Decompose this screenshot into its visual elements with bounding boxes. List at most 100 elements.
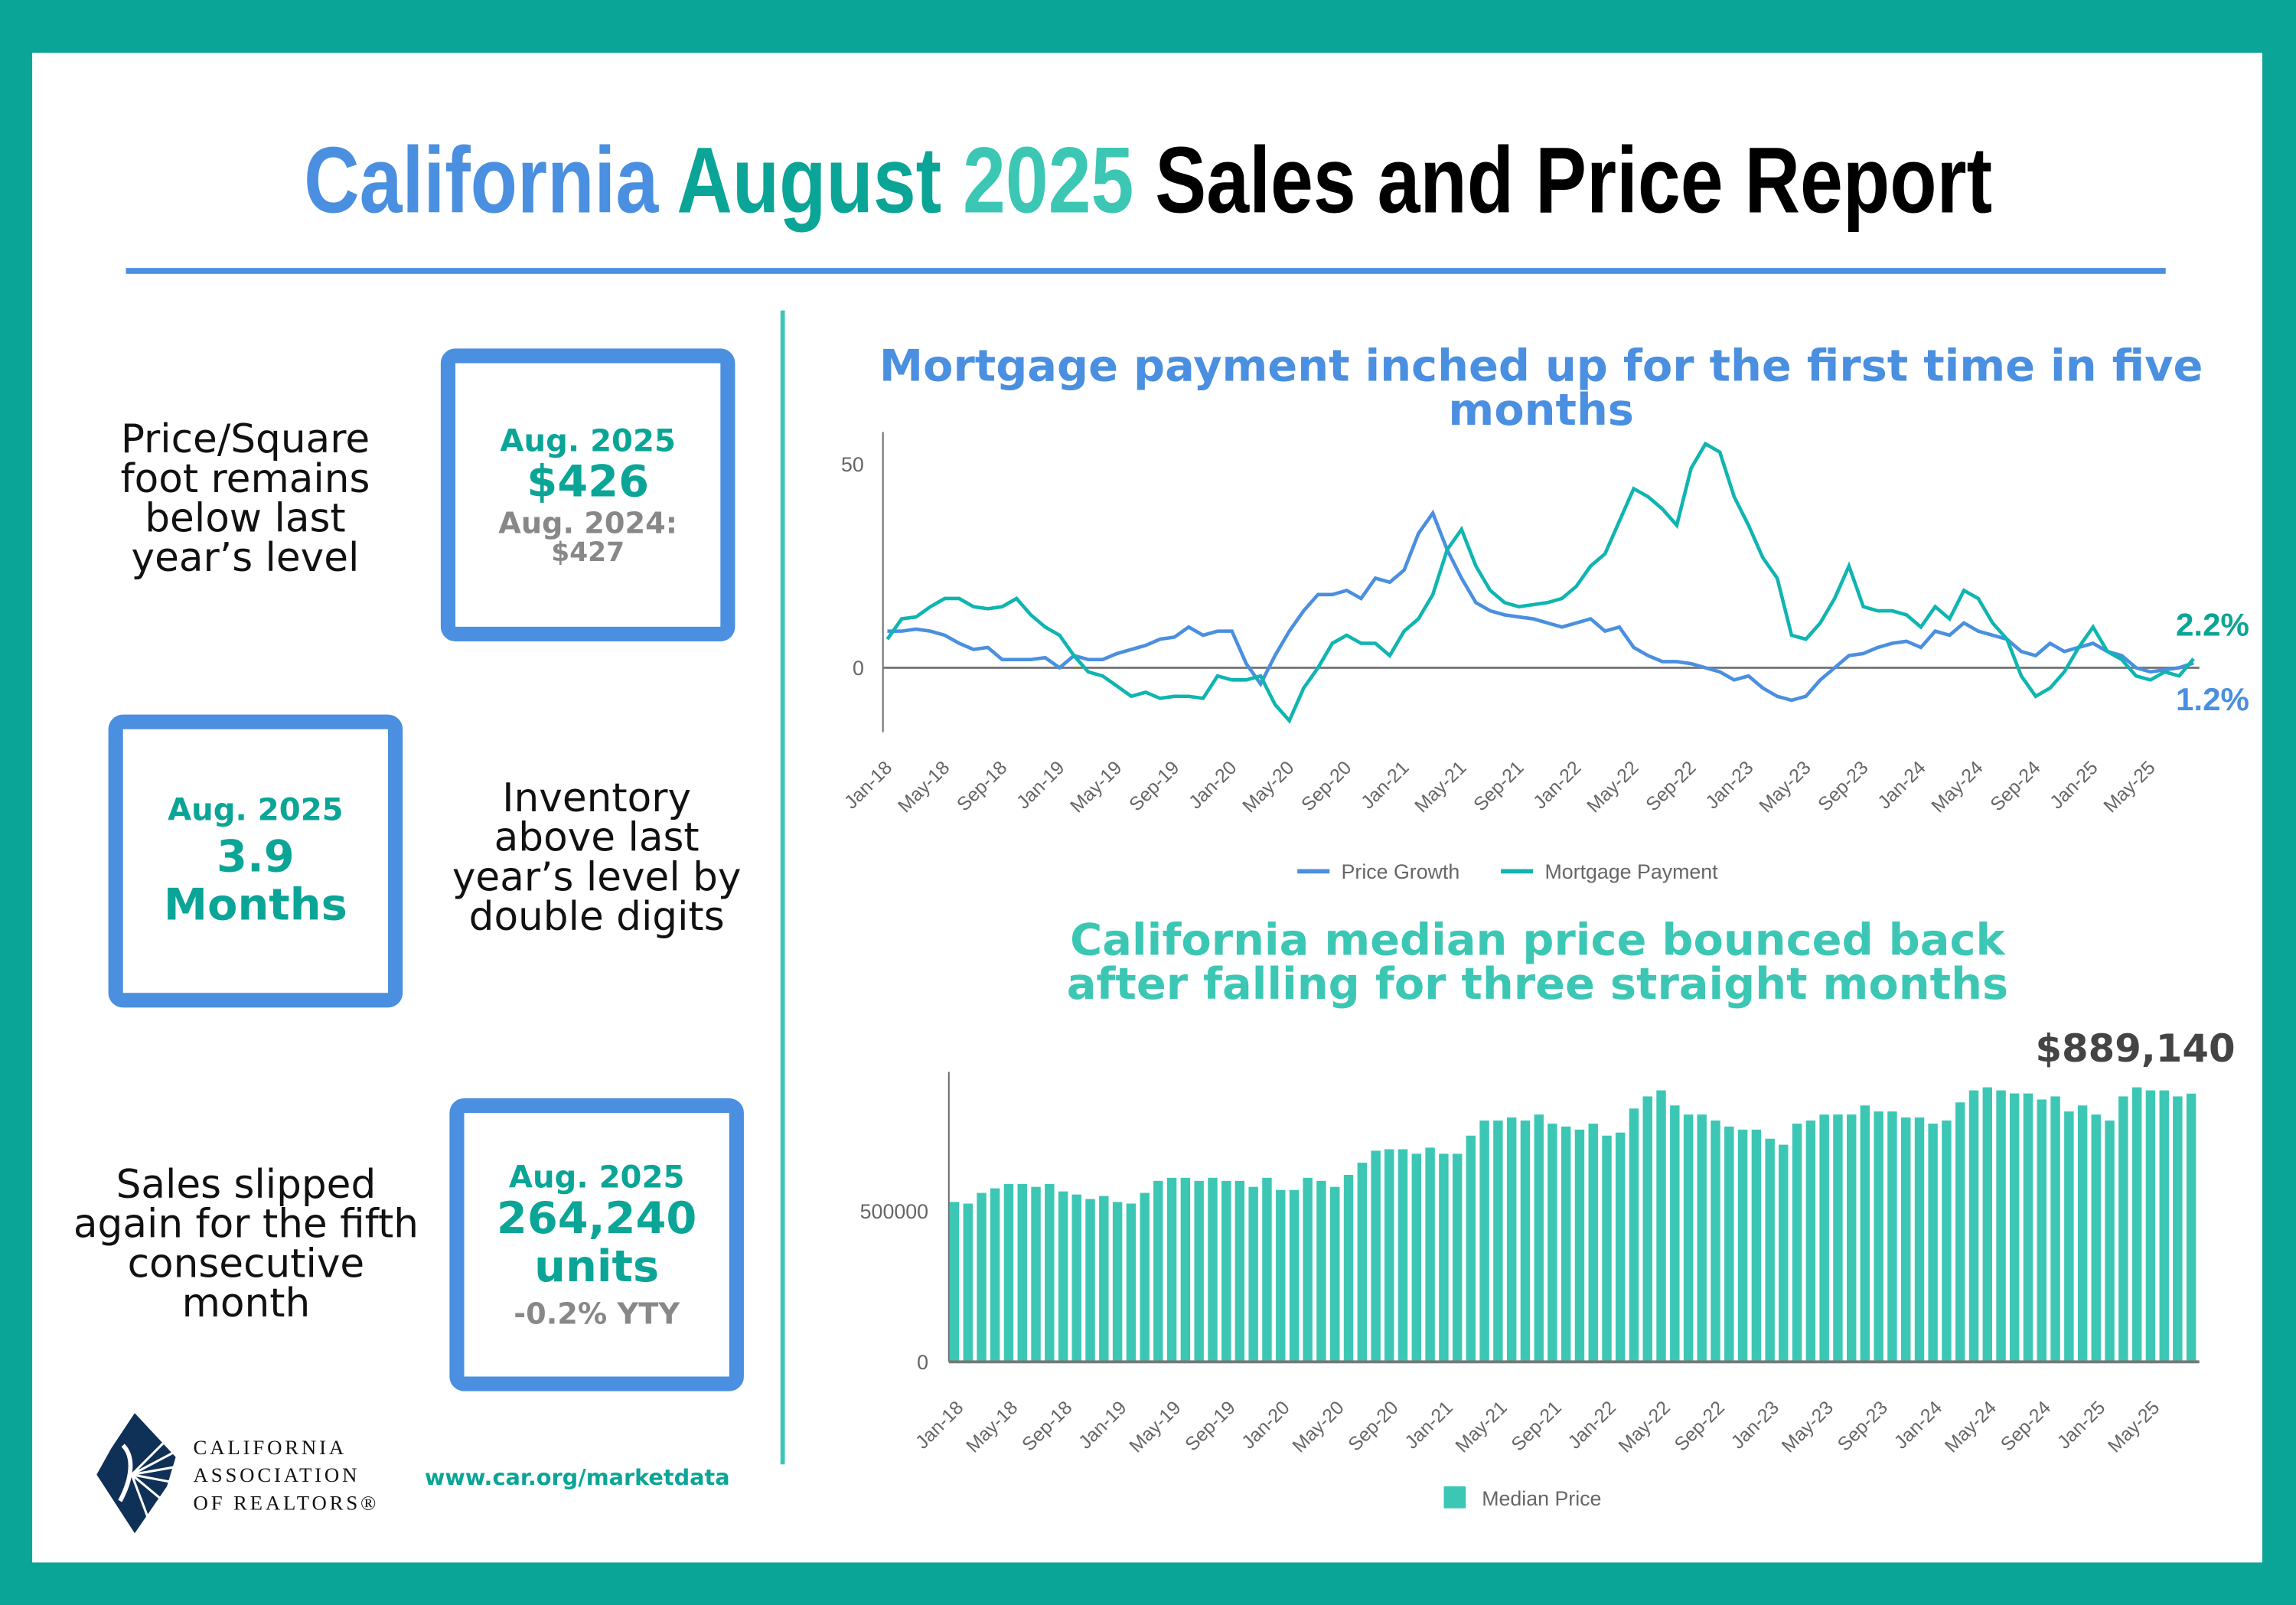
bar [1017, 1183, 1027, 1362]
bar [1439, 1153, 1449, 1362]
end-label: 2.2% [2176, 606, 2249, 642]
bar [2037, 1099, 2047, 1362]
bar [1574, 1129, 1585, 1362]
title-year: 2025 [962, 127, 1134, 233]
legend-label: Mortgage Payment [1544, 860, 1718, 883]
bar [1003, 1183, 1014, 1362]
bar [1330, 1186, 1340, 1362]
title-rest: Sales and Price Report [1155, 127, 1992, 233]
price-sqft-box: Aug. 2025 $426 Aug. 2024: $427 [440, 348, 735, 642]
bar [1208, 1177, 1218, 1362]
legend-swatch [1443, 1486, 1466, 1509]
x-tick-label: Jan-20 [1238, 1397, 1294, 1453]
x-tick-label: Sep-20 [1344, 1397, 1402, 1455]
price-sqft-label: Aug. 2025 [500, 422, 676, 458]
x-tick-label: Sep-19 [1181, 1397, 1239, 1455]
logo-line3: OF REALTORS® [193, 1493, 380, 1516]
bar [1683, 1114, 1694, 1362]
bar [1140, 1192, 1150, 1362]
bar-chart-end-label: $889,140 [2035, 1028, 2236, 1072]
inventory-value: 3.9 Months [163, 831, 347, 931]
series-line-mortgage-payment [885, 441, 2195, 724]
legend-label: Price Growth [1342, 860, 1460, 883]
x-tick-label: Sep-23 [1834, 1397, 1892, 1455]
x-tick-label: May-22 [1615, 1397, 1675, 1457]
price-sqft-value: $426 [527, 456, 650, 508]
bar [1982, 1087, 1993, 1362]
y-tick-label: 0 [853, 657, 864, 680]
price-sqft-prior-label: Aug. 2024: [498, 504, 678, 540]
bar [1506, 1117, 1517, 1362]
x-tick-label: May-24 [1941, 1397, 2001, 1457]
x-tick-label: Sep-21 [1507, 1397, 1565, 1455]
line-chart-title: Mortgage payment inched up for the first… [879, 341, 2203, 437]
bar [2077, 1105, 2088, 1362]
bar [1561, 1126, 1571, 1362]
bar [1303, 1177, 1313, 1362]
bar [1343, 1175, 1354, 1362]
x-tick-label: Jan-22 [1564, 1397, 1620, 1453]
bar [1085, 1199, 1095, 1362]
bar [1316, 1180, 1326, 1362]
legend-label: Median Price [1482, 1487, 1601, 1510]
bar [1221, 1180, 1231, 1362]
bar [1248, 1186, 1258, 1362]
bar [2009, 1093, 2020, 1362]
x-tick-label: Sep-22 [1670, 1397, 1728, 1455]
bar [949, 1202, 960, 1362]
bar [1833, 1114, 1843, 1362]
y-tick-label: 0 [917, 1351, 928, 1374]
bar [1371, 1150, 1381, 1362]
bar [1629, 1108, 1639, 1362]
bar [1955, 1102, 1965, 1362]
bar [1058, 1191, 1068, 1362]
bar [1534, 1114, 1544, 1362]
bar [1126, 1203, 1137, 1362]
x-tick-label: May-19 [1125, 1397, 1185, 1457]
sales-change: -0.2% YTY [514, 1296, 680, 1332]
bar [1548, 1124, 1557, 1362]
inventory-box: Aug. 2025 3.9 Months [108, 714, 403, 1008]
title-divider [126, 268, 2166, 274]
bar [1276, 1189, 1286, 1362]
bar [1452, 1153, 1463, 1362]
y-tick-label: 50 [841, 453, 864, 476]
bar [2118, 1096, 2128, 1362]
bar-chart: 0500000Jan-18May-18Sep-18Jan-19May-19Sep… [860, 1072, 2200, 1510]
bar [2091, 1114, 2101, 1362]
bar [1887, 1111, 1897, 1362]
column-divider [780, 310, 785, 1465]
bar [1942, 1121, 1952, 1362]
sales-text: Sales slipped again for the fifth consec… [73, 1163, 419, 1327]
x-tick-label: May-25 [2104, 1397, 2164, 1457]
bar [2050, 1096, 2060, 1362]
x-tick-label: Jan-19 [1075, 1397, 1131, 1453]
price-sqft-text: Price/Square foot remains below last yea… [120, 417, 370, 582]
bar-chart-title: California median price bounced back aft… [1066, 915, 2009, 1011]
bar [1642, 1096, 1652, 1362]
bar [1099, 1196, 1109, 1362]
bar [1153, 1180, 1163, 1362]
x-tick-label: May-18 [962, 1397, 1022, 1457]
x-tick-label: Jan-18 [912, 1397, 968, 1453]
bar [1194, 1180, 1204, 1362]
bar [1166, 1177, 1177, 1362]
x-tick-label: May-23 [1778, 1397, 1838, 1457]
x-tick-label: Sep-24 [1997, 1397, 2056, 1456]
bar [1588, 1124, 1598, 1362]
bar [1819, 1114, 1829, 1362]
bar [977, 1192, 987, 1362]
bar [1397, 1149, 1408, 1362]
bar [990, 1188, 1000, 1362]
x-tick-label: Jan-24 [1890, 1397, 1947, 1453]
bar [1656, 1090, 1666, 1362]
bar [2064, 1111, 2074, 1362]
market-data-link[interactable]: www.car.org/marketdata [424, 1464, 730, 1491]
title-month: August [677, 127, 942, 233]
logo-line2: ASSOCIATION [193, 1466, 360, 1488]
bar [963, 1203, 973, 1362]
bar [1071, 1194, 1081, 1362]
x-tick-label: Sep-18 [1018, 1397, 1076, 1455]
